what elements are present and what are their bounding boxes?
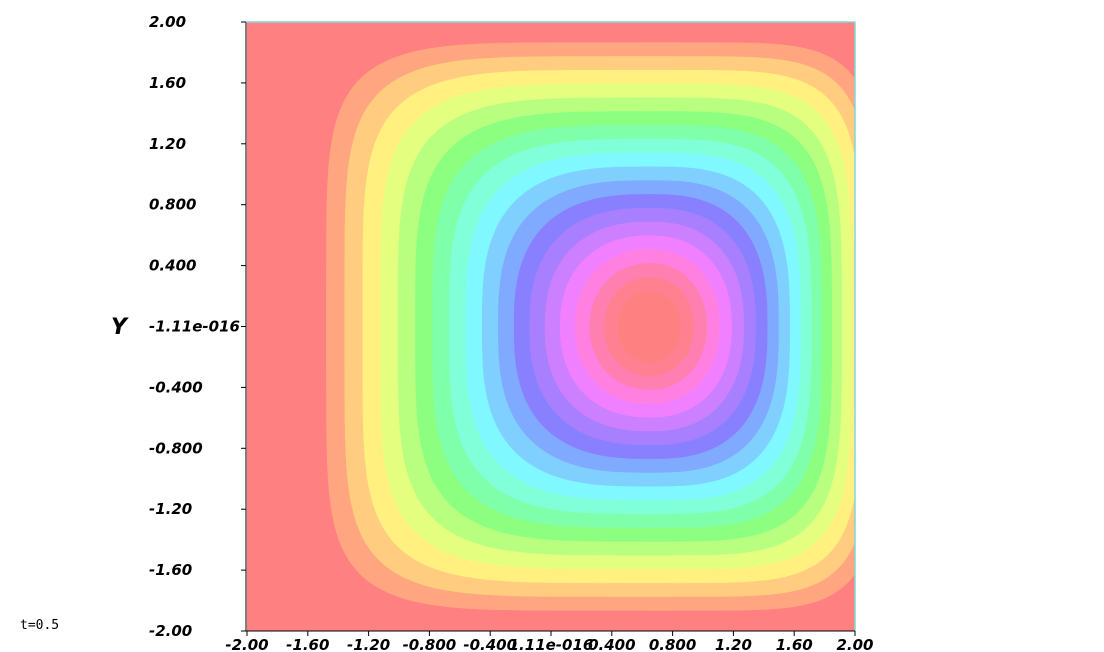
y-axis-title: Y bbox=[111, 315, 129, 340]
x-tick-label: -0.800 bbox=[403, 636, 457, 652]
y-tick-label: -1.11e-016 bbox=[149, 318, 240, 336]
y-tick-label: -2.00 bbox=[149, 622, 192, 640]
y-tick-label: -1.20 bbox=[149, 500, 192, 518]
y-tick-label: 2.00 bbox=[149, 13, 186, 31]
contour-band bbox=[617, 290, 682, 363]
x-tick-label: -0.400 bbox=[463, 636, 517, 652]
x-tick-label: 2.00 bbox=[836, 636, 873, 652]
x-tick-label: -1.60 bbox=[286, 636, 329, 652]
y-tick-label: -0.800 bbox=[149, 439, 203, 457]
x-tick-label: -2.00 bbox=[225, 636, 268, 652]
x-tick-label: 0.400 bbox=[588, 636, 635, 652]
y-tick-label: 1.60 bbox=[149, 74, 186, 92]
x-tick-label: 1.60 bbox=[776, 636, 813, 652]
y-axis-ticks: -2.00 -1.60 -1.20 -0.800 -0.400 -1.11e-016 0.4… bbox=[149, 13, 246, 640]
time-annotation: t=0.5 bbox=[20, 618, 60, 633]
y-tick-label: 0.800 bbox=[149, 196, 196, 214]
x-tick-label: -1.20 bbox=[347, 636, 390, 652]
y-tick-label: -0.400 bbox=[149, 378, 203, 396]
x-tick-label: 1.20 bbox=[715, 636, 752, 652]
y-tick-label: 1.20 bbox=[149, 135, 186, 153]
contour-bands bbox=[307, 28, 855, 625]
x-axis-ticks: -2.00 -1.60 -1.20 -0.800 -0.4001.11e-0160.40… bbox=[225, 631, 874, 652]
x-tick-label: 1.11e-016 bbox=[509, 636, 594, 652]
y-tick-label: -1.60 bbox=[149, 561, 192, 579]
x-tick-label: 0.800 bbox=[649, 636, 696, 652]
y-tick-label: 0.400 bbox=[149, 257, 196, 275]
